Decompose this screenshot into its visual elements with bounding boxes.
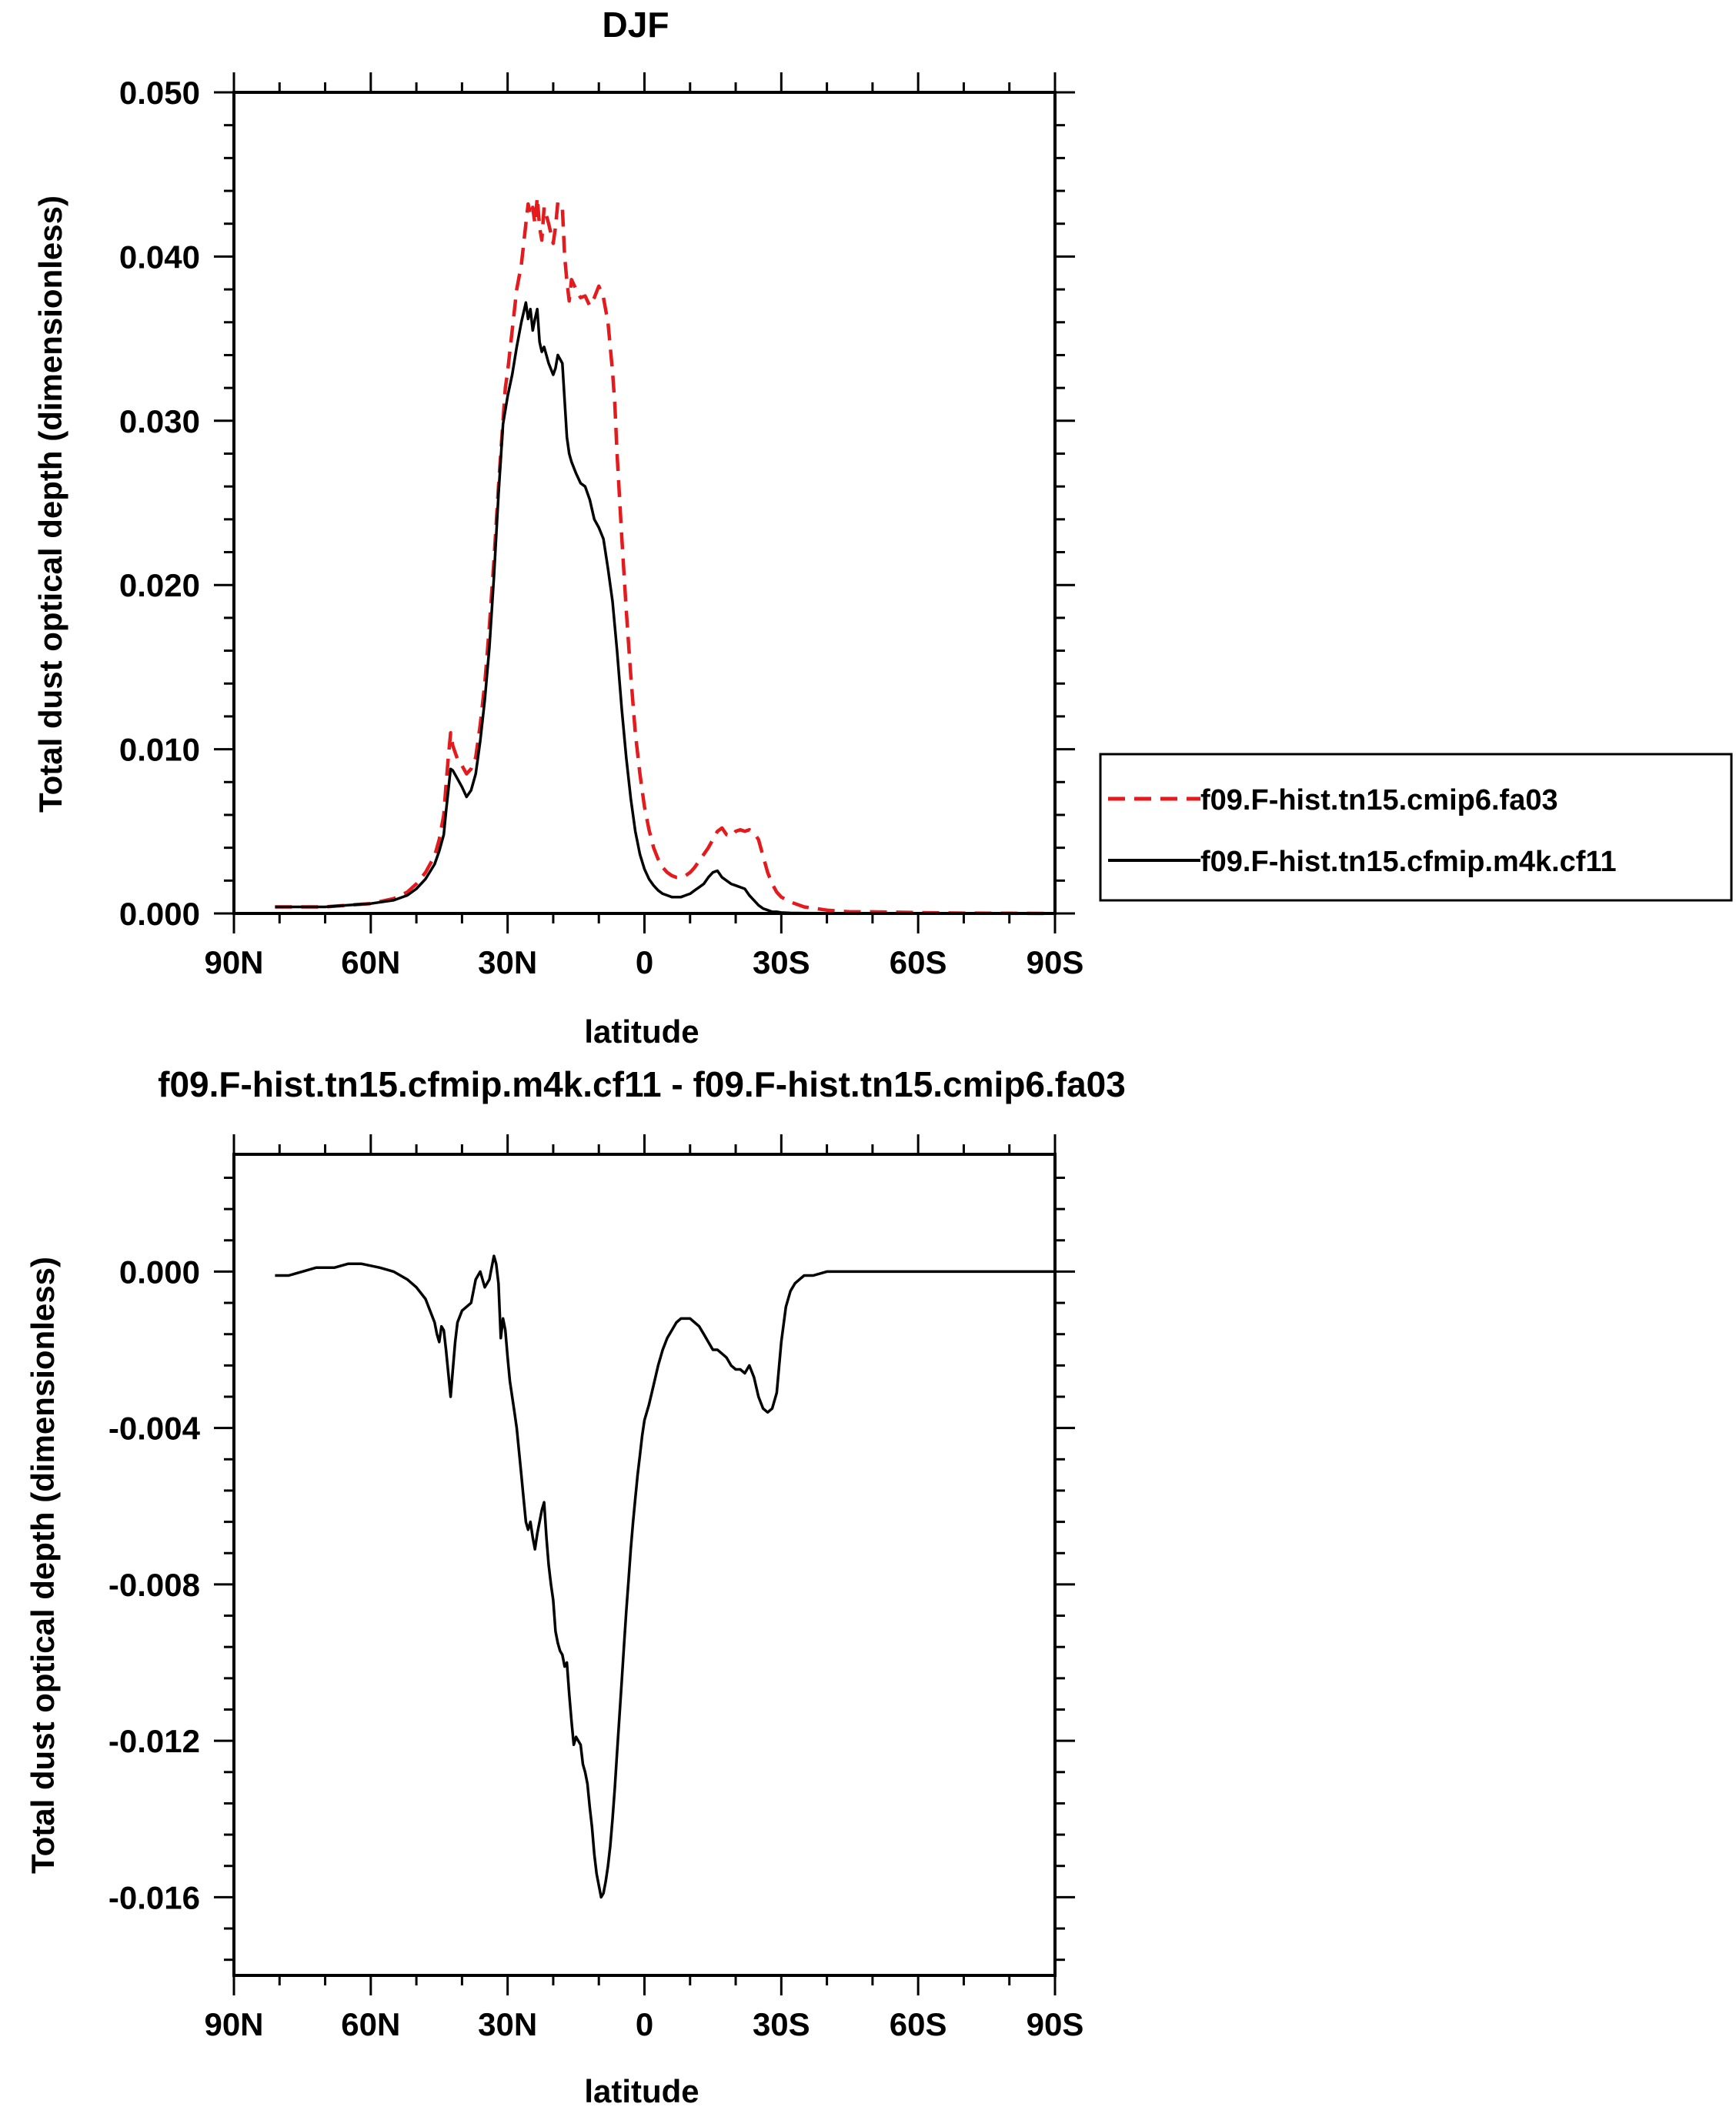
top-y-tick-label: 0.010	[119, 732, 200, 768]
top-y-tick-label: 0.040	[119, 239, 200, 275]
bottom-y-tick-label: 0.000	[119, 1254, 200, 1290]
top-y-axis-label: Total dust optical depth (dimensionless)	[32, 195, 68, 813]
top-chart-title: DJF	[603, 5, 669, 45]
top-y-tick-label: 0.000	[119, 896, 200, 932]
top-y-tick-label: 0.050	[119, 75, 200, 111]
bottom-y-tick-label: -0.016	[108, 1879, 200, 1915]
legend-label-cfmip-m4k-cf11: f09.F-hist.tn15.cfmip.m4k.cf11	[1200, 846, 1617, 878]
bottom-x-tick-label: 0	[636, 2006, 653, 2042]
bottom-x-axis-label: latitude	[584, 2073, 699, 2107]
top-x-tick-label: 0	[636, 944, 653, 980]
bottom-y-axis-label: Total dust optical depth (dimensionless)	[25, 1257, 61, 1874]
legend: f09.F-hist.tn15.cmip6.fa03 f09.F-hist.tn…	[1099, 753, 1733, 902]
top-x-tick-label: 60S	[890, 944, 947, 980]
bottom-x-tick-label: 30N	[478, 2006, 537, 2042]
top-axis-ticks: 90N 60N 30N 0 30S 60S 90S 0.000 0.010 0.020 0.030 0…	[119, 72, 1083, 980]
bottom-x-tick-label: 90N	[204, 2006, 263, 2042]
top-y-tick-label: 0.030	[119, 403, 200, 439]
bottom-y-tick-label: -0.004	[108, 1411, 201, 1447]
top-x-tick-label: 90S	[1027, 944, 1084, 980]
top-x-tick-label: 90N	[204, 944, 263, 980]
legend-box	[1099, 753, 1733, 902]
bottom-series-group	[275, 1254, 1055, 1899]
bottom-panel: f09.F-hist.tn15.cfmip.m4k.cf11 - f09.F-h…	[25, 1064, 1126, 2107]
top-x-axis-label: latitude	[584, 1013, 699, 1050]
legend-label-cmip6-fa03: f09.F-hist.tn15.cmip6.fa03	[1200, 784, 1558, 816]
top-series-line-0	[275, 195, 1056, 916]
bottom-x-tick-label: 60N	[341, 2006, 400, 2042]
bottom-x-tick-label: 30S	[753, 2006, 810, 2042]
top-y-tick-label: 0.020	[119, 567, 200, 603]
bottom-x-tick-label: 60S	[890, 2006, 947, 2042]
top-panel: DJF Total dust optical depth (dimensionl…	[32, 5, 1083, 1050]
bottom-plot-frame	[232, 1153, 1057, 1977]
bottom-axis-ticks: 90N 60N 30N 0 30S 60S 90S 0.000 -0.004 -0.008 -0.0…	[108, 1134, 1083, 2042]
bottom-y-tick-label: -0.008	[108, 1567, 200, 1603]
top-series-line-1	[275, 301, 1055, 915]
bottom-y-tick-label: -0.012	[108, 1723, 200, 1759]
bottom-x-tick-label: 90S	[1027, 2006, 1084, 2042]
top-x-tick-label: 30S	[753, 944, 810, 980]
top-x-tick-label: 30N	[478, 944, 537, 980]
top-x-tick-label: 60N	[341, 944, 400, 980]
top-series-group	[275, 195, 1056, 916]
top-plot-frame	[232, 91, 1057, 915]
bottom-chart-title: f09.F-hist.tn15.cfmip.m4k.cf11 - f09.F-h…	[158, 1064, 1126, 1104]
bottom-series-line-0	[275, 1254, 1055, 1899]
